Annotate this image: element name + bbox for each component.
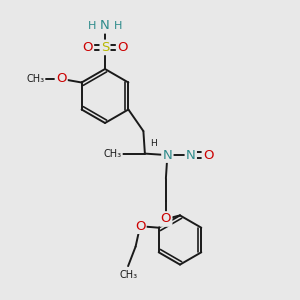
Text: S: S xyxy=(101,41,109,54)
Text: O: O xyxy=(82,41,93,54)
Text: CH₃: CH₃ xyxy=(119,270,137,280)
Text: N: N xyxy=(163,148,172,162)
Text: O: O xyxy=(203,148,213,162)
Text: N: N xyxy=(100,19,110,32)
Text: CH₃: CH₃ xyxy=(104,148,122,159)
Text: O: O xyxy=(135,220,145,233)
Text: O: O xyxy=(117,41,128,54)
Text: H: H xyxy=(114,21,122,31)
Text: CH₃: CH₃ xyxy=(26,74,44,84)
Text: O: O xyxy=(56,72,67,86)
Text: N: N xyxy=(186,148,196,162)
Text: H: H xyxy=(88,21,96,31)
Text: O: O xyxy=(160,212,171,226)
Text: H: H xyxy=(150,139,157,148)
